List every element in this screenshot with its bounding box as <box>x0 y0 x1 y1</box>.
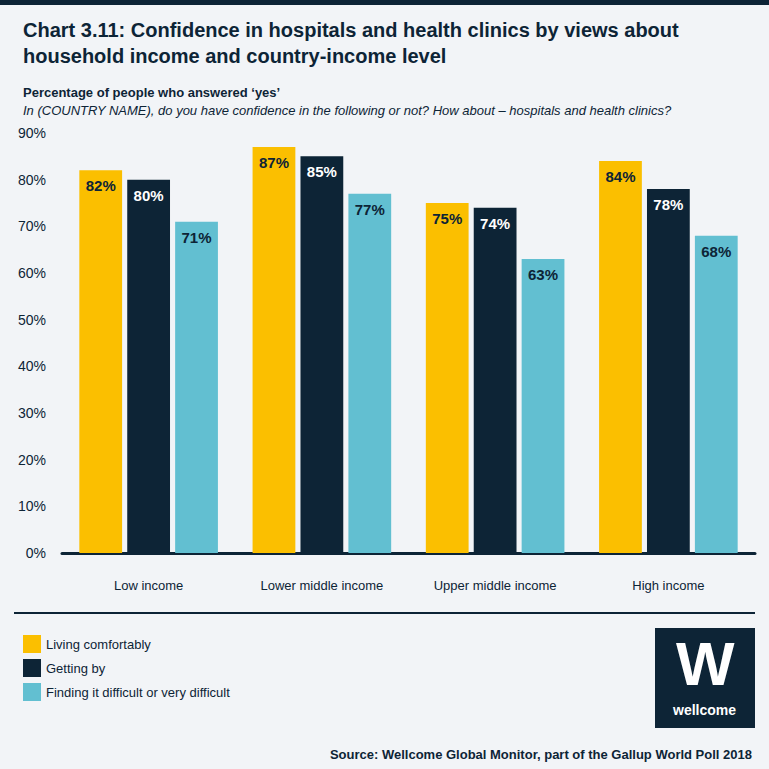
svg-text:Lower middle income: Lower middle income <box>260 578 383 593</box>
svg-text:20%: 20% <box>18 452 46 468</box>
svg-text:80%: 80% <box>18 172 46 188</box>
svg-text:74%: 74% <box>480 215 510 232</box>
svg-text:Low income: Low income <box>114 578 183 593</box>
svg-text:77%: 77% <box>355 201 385 218</box>
svg-text:household income and country-i: household income and country-income leve… <box>23 45 446 67</box>
svg-text:90%: 90% <box>18 125 46 141</box>
svg-text:70%: 70% <box>18 218 46 234</box>
svg-text:87%: 87% <box>259 154 289 171</box>
svg-text:40%: 40% <box>18 358 46 374</box>
svg-text:10%: 10% <box>18 498 46 514</box>
svg-text:0%: 0% <box>26 545 46 561</box>
svg-text:Source:: Source: <box>330 747 382 762</box>
svg-text:Getting by: Getting by <box>46 661 106 676</box>
svg-text:63%: 63% <box>528 266 558 283</box>
svg-text:Wellcome Global Monitor, part: Wellcome Global Monitor, part of the Gal… <box>382 747 752 762</box>
svg-text:71%: 71% <box>182 229 212 246</box>
svg-text:68%: 68% <box>701 243 731 260</box>
svg-text:50%: 50% <box>18 312 46 328</box>
svg-text:82%: 82% <box>86 177 116 194</box>
svg-text:Percentage of people who answe: Percentage of people who answered ‘yes’ <box>23 85 280 100</box>
svg-text:78%: 78% <box>653 196 683 213</box>
svg-text:W: W <box>676 629 735 698</box>
svg-text:60%: 60% <box>18 265 46 281</box>
svg-text:Finding it difficult or very d: Finding it difficult or very difficult <box>46 685 230 700</box>
svg-text:Chart 3.11: Confidence in hosp: Chart 3.11: Confidence in hospitals and … <box>23 19 684 41</box>
svg-text:Living comfortably: Living comfortably <box>46 637 151 652</box>
svg-text:30%: 30% <box>18 405 46 421</box>
svg-text:Upper middle income: Upper middle income <box>434 578 557 593</box>
svg-text:wellcome: wellcome <box>672 702 736 718</box>
svg-text:High income: High income <box>632 578 704 593</box>
svg-text:85%: 85% <box>307 163 337 180</box>
svg-text:80%: 80% <box>134 187 164 204</box>
svg-text:75%: 75% <box>432 210 462 227</box>
svg-text:In (COUNTRY NAME), do you have: In (COUNTRY NAME), do you have confidenc… <box>23 103 672 118</box>
svg-text:84%: 84% <box>605 168 635 185</box>
